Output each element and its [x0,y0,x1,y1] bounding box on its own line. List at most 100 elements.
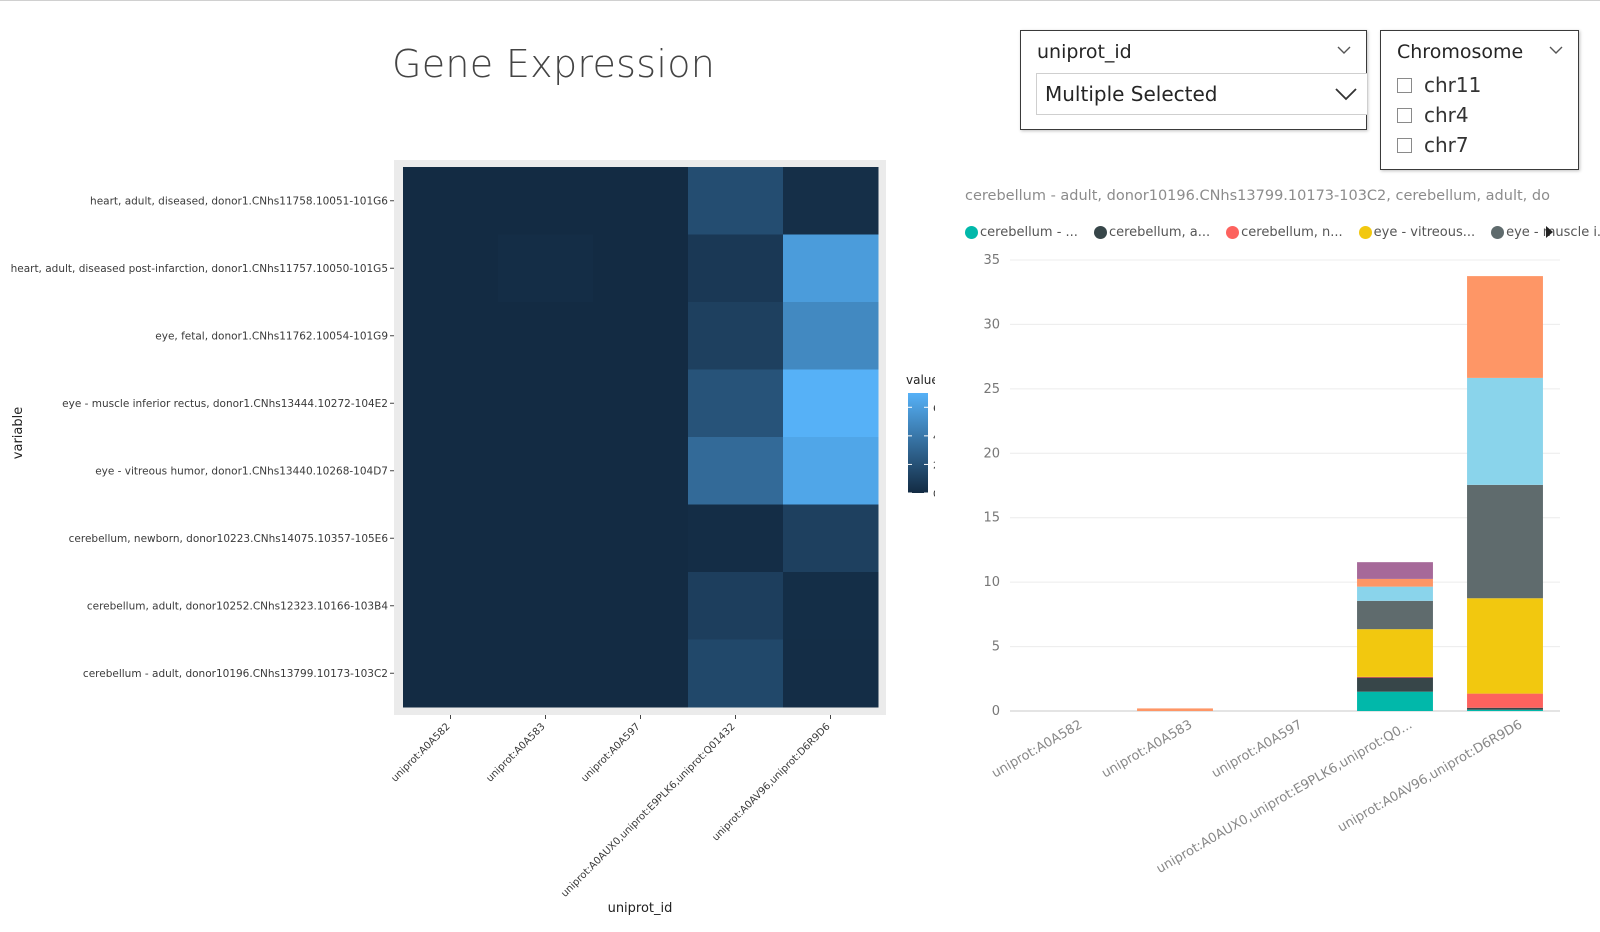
checkbox[interactable] [1397,107,1412,123]
y-tick-label: 25 [983,382,1000,397]
heatmap-cell [688,572,784,640]
bar-segment [1357,600,1433,630]
bar-chart-title: cerebellum - adult, donor10196.CNhs13799… [965,188,1550,204]
heatmap-cell [403,504,499,573]
y-tick-label: eye - muscle inferior rectus, donor1.CNh… [62,398,388,410]
legend-dot [1491,225,1505,239]
chromosome-option-chr7[interactable]: chr7 [1397,132,1469,158]
uniprot-slicer-title: uniprot_id [1037,41,1132,63]
x-tick-label: uniprot:A0A582 [390,721,453,784]
legend-item[interactable]: cerebellum, a... [1093,225,1210,240]
heatmap-cell [403,639,499,708]
chevron-down-icon[interactable] [1336,45,1352,55]
heatmap-cell [403,572,499,640]
bar-segment [1357,562,1433,579]
bar-segment [1357,629,1433,677]
legend-tick-label: 6 [933,403,935,414]
bar-segment [1467,377,1543,485]
y-tick-label: 15 [983,511,1000,526]
heatmap-cell [498,167,594,235]
checkbox[interactable] [1397,137,1412,153]
legend-label: cerebellum, n... [1241,224,1343,240]
y-tick-label: 0 [992,704,1000,719]
legend-label: eye - vitreous... [1373,224,1476,240]
heatmap-cell [593,437,689,505]
legend-dot [1358,225,1372,239]
y-axis-title: variable [11,407,26,459]
heatmap-cell [783,572,879,640]
bar-segment [1137,708,1213,711]
heatmap-cell [403,302,499,370]
y-tick-label: 35 [983,253,1000,268]
legend-label: cerebellum - ... [980,224,1078,240]
y-tick-label: cerebellum, adult, donor10252.CNhs12323.… [87,600,388,612]
legend-tick-label: 2 [933,460,935,471]
bar-segment [1467,693,1543,708]
heatmap-cell [593,572,689,640]
bar-segment [1467,707,1543,710]
bar-segment [1467,709,1543,711]
chromosome-option-chr4[interactable]: chr4 [1397,102,1469,128]
y-tick-label: cerebellum - adult, donor10196.CNhs13799… [83,668,388,680]
legend-item[interactable]: cerebellum - ... [965,225,1078,240]
bar-segment [1357,578,1433,587]
bar-segment [1467,276,1543,378]
heatmap-cell [498,572,594,640]
heatmap-cell [403,369,499,438]
legend-item[interactable]: eye - muscle i... [1491,225,1600,240]
heatmap-cell [783,639,879,708]
page-title: Gene Expression [392,42,716,86]
bar-segment [1357,586,1433,601]
bar-segment [1357,677,1433,692]
chromosome-slicer[interactable]: Chromosome chr11 chr4 chr7 [1380,30,1579,170]
chromosome-option-chr11[interactable]: chr11 [1397,72,1481,98]
heatmap-cell [498,437,594,505]
chevron-down-icon[interactable] [1335,87,1357,101]
legend-item[interactable]: eye - vitreous... [1358,224,1476,240]
heatmap-cell [498,302,594,370]
y-tick-label: heart, adult, diseased post-infarction, … [11,263,388,275]
chromosome-option-label: chr11 [1424,73,1482,97]
uniprot-dropdown-value: Multiple Selected [1045,82,1218,106]
heatmap-cell [593,369,689,438]
heatmap-cell [688,234,784,303]
heatmap-cell [593,639,689,708]
heatmap-cell [688,437,784,505]
y-tick-label: eye, fetal, donor1.CNhs11762.10054-101G9 [155,330,388,342]
heatmap-chart: heart, adult, diseased, donor1.CNhs11758… [11,160,935,916]
chevron-down-icon[interactable] [1548,45,1564,55]
legend-dot [1093,225,1107,239]
heatmap-cell [498,369,594,438]
heatmap-cell [783,437,879,505]
legend-next-arrow-icon[interactable] [1546,226,1553,238]
legend-dot [965,225,978,239]
heatmap-cell [783,234,879,303]
heatmap-cell [688,639,784,708]
heatmap-cell [593,504,689,573]
heatmap-cell [783,369,879,438]
chromosome-slicer-title: Chromosome [1397,41,1524,63]
bar-segment [1467,598,1543,694]
heatmap-cell [783,302,879,370]
uniprot-dropdown[interactable]: Multiple Selected [1036,73,1368,115]
y-tick-label: 5 [992,640,1000,655]
heatmap-cell [688,504,784,573]
x-tick-label: uniprot:A0AV96,uniprot:D6R9D6 [1335,717,1525,835]
checkbox[interactable] [1397,77,1412,93]
heatmap-cell [403,234,499,303]
y-tick-label: 30 [983,317,1000,332]
heatmap-cell [593,234,689,303]
legend-dot [1226,225,1240,239]
x-tick-label: uniprot:A0AUX0,uniprot:E9PLK6,uniprot:Q0… [559,721,737,899]
heatmap-cell [593,302,689,370]
bar-segment [1357,691,1433,711]
x-tick-label: uniprot:A0A597 [1209,717,1305,781]
uniprot-slicer[interactable]: uniprot_id Multiple Selected [1020,30,1368,130]
legend-item[interactable]: cerebellum, n... [1226,224,1343,240]
x-tick-label: uniprot:A0A582 [989,717,1085,781]
heatmap-cell [593,167,689,235]
heatmap-cell [688,302,784,370]
bar-chart-legend: cerebellum - ... cerebellum, a... cerebe… [965,222,1600,242]
y-tick-label: 10 [983,575,1000,590]
